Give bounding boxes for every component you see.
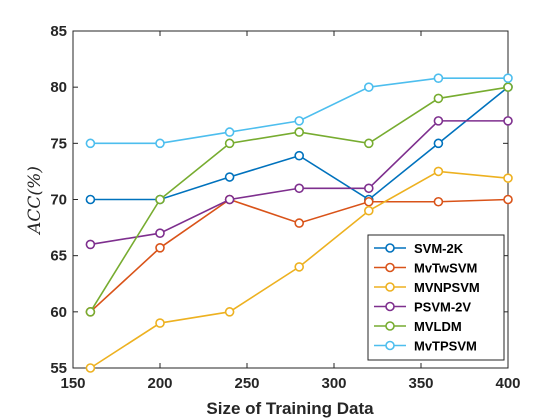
y-tick-label: 60	[50, 304, 67, 321]
data-point-mvnpsvm	[363, 205, 374, 216]
legend-marker-mvtwsvm	[385, 262, 395, 273]
data-point-mvtwsvm	[433, 196, 444, 207]
data-point-mvldm	[85, 307, 96, 317]
data-point-psvm-2v	[433, 116, 444, 126]
y-tick-label: 85	[50, 23, 67, 40]
x-tick-label: 250	[234, 375, 259, 392]
x-tick-label: 300	[321, 375, 346, 392]
data-point-mvnpsvm	[155, 318, 165, 328]
y-tick-label: 80	[50, 79, 67, 96]
data-point-svm-2k	[294, 150, 305, 161]
data-point-psvm-2v	[155, 228, 165, 238]
x-tick-label: 400	[495, 375, 520, 392]
data-point-mvldm	[294, 127, 305, 137]
data-point-svm-2k	[433, 138, 444, 149]
data-point-mvtwsvm	[363, 196, 374, 207]
data-point-mvtpsvm	[155, 138, 165, 149]
x-tick-label: 350	[408, 375, 433, 392]
y-tick-label: 70	[50, 192, 67, 209]
data-point-mvldm	[503, 82, 513, 92]
data-point-mvtpsvm	[503, 73, 513, 83]
y-tick-label: 65	[50, 248, 67, 265]
data-point-psvm-2v	[224, 194, 235, 205]
data-point-mvnpsvm	[224, 307, 235, 317]
legend-label-mvtwsvm: MvTwSVM	[414, 261, 477, 276]
data-point-mvldm	[155, 194, 165, 205]
y-tick-label: 75	[50, 135, 67, 152]
data-point-mvtpsvm	[85, 138, 96, 149]
data-point-svm-2k	[224, 172, 235, 182]
data-point-mvtwsvm	[155, 243, 165, 253]
data-point-psvm-2v	[85, 239, 96, 250]
x-tick-label: 150	[60, 375, 85, 392]
legend-label-psvm-2v: PSVM-2V	[414, 300, 471, 315]
data-point-svm-2k	[85, 194, 96, 205]
legend-label-mvldm: MVLDM	[414, 319, 462, 334]
x-tick-label: 200	[147, 375, 172, 392]
data-point-mvtwsvm	[294, 218, 305, 228]
data-point-mvnpsvm	[433, 166, 444, 177]
data-point-mvtpsvm	[294, 116, 305, 126]
data-point-mvnpsvm	[85, 363, 96, 373]
legend-label-mvnpsvm: MVNPSVM	[414, 280, 480, 295]
legend-marker-svm-2k	[385, 243, 395, 253]
data-point-psvm-2v	[503, 116, 513, 126]
legend-box	[367, 234, 505, 361]
data-point-mvtpsvm	[224, 127, 235, 137]
x-axis-label: Size of Training Data	[206, 399, 374, 418]
data-point-mvldm	[433, 93, 444, 104]
data-point-mvldm	[224, 138, 235, 149]
legend-label-svm-2k: SVM-2K	[414, 241, 464, 256]
data-point-mvtpsvm	[433, 73, 444, 83]
legend-label-mvtpsvm: MvTPSVM	[414, 339, 477, 354]
legend-marker-psvm-2v	[385, 301, 395, 312]
plot-area: 150 200 250 300 350 400 55 60 65 70 75 80 85	[50, 23, 520, 392]
data-point-mvtpsvm	[363, 82, 374, 92]
data-point-mvldm	[363, 138, 374, 149]
legend-marker-mvnpsvm	[385, 282, 395, 292]
data-point-psvm-2v	[363, 183, 374, 194]
data-point-mvtwsvm	[503, 194, 513, 205]
data-point-psvm-2v	[294, 183, 305, 194]
y-axis-label: ACC(%)	[25, 166, 45, 236]
legend-marker-mvtpsvm	[385, 340, 395, 351]
data-point-mvnpsvm	[503, 173, 513, 183]
legend-marker-mvldm	[385, 321, 395, 331]
data-point-mvnpsvm	[294, 262, 305, 272]
legend: SVM-2K MvTwSVM MVNPSVM PSVM-2V MVLDM MvTPSVM	[367, 234, 505, 361]
y-tick-label: 55	[50, 360, 67, 377]
